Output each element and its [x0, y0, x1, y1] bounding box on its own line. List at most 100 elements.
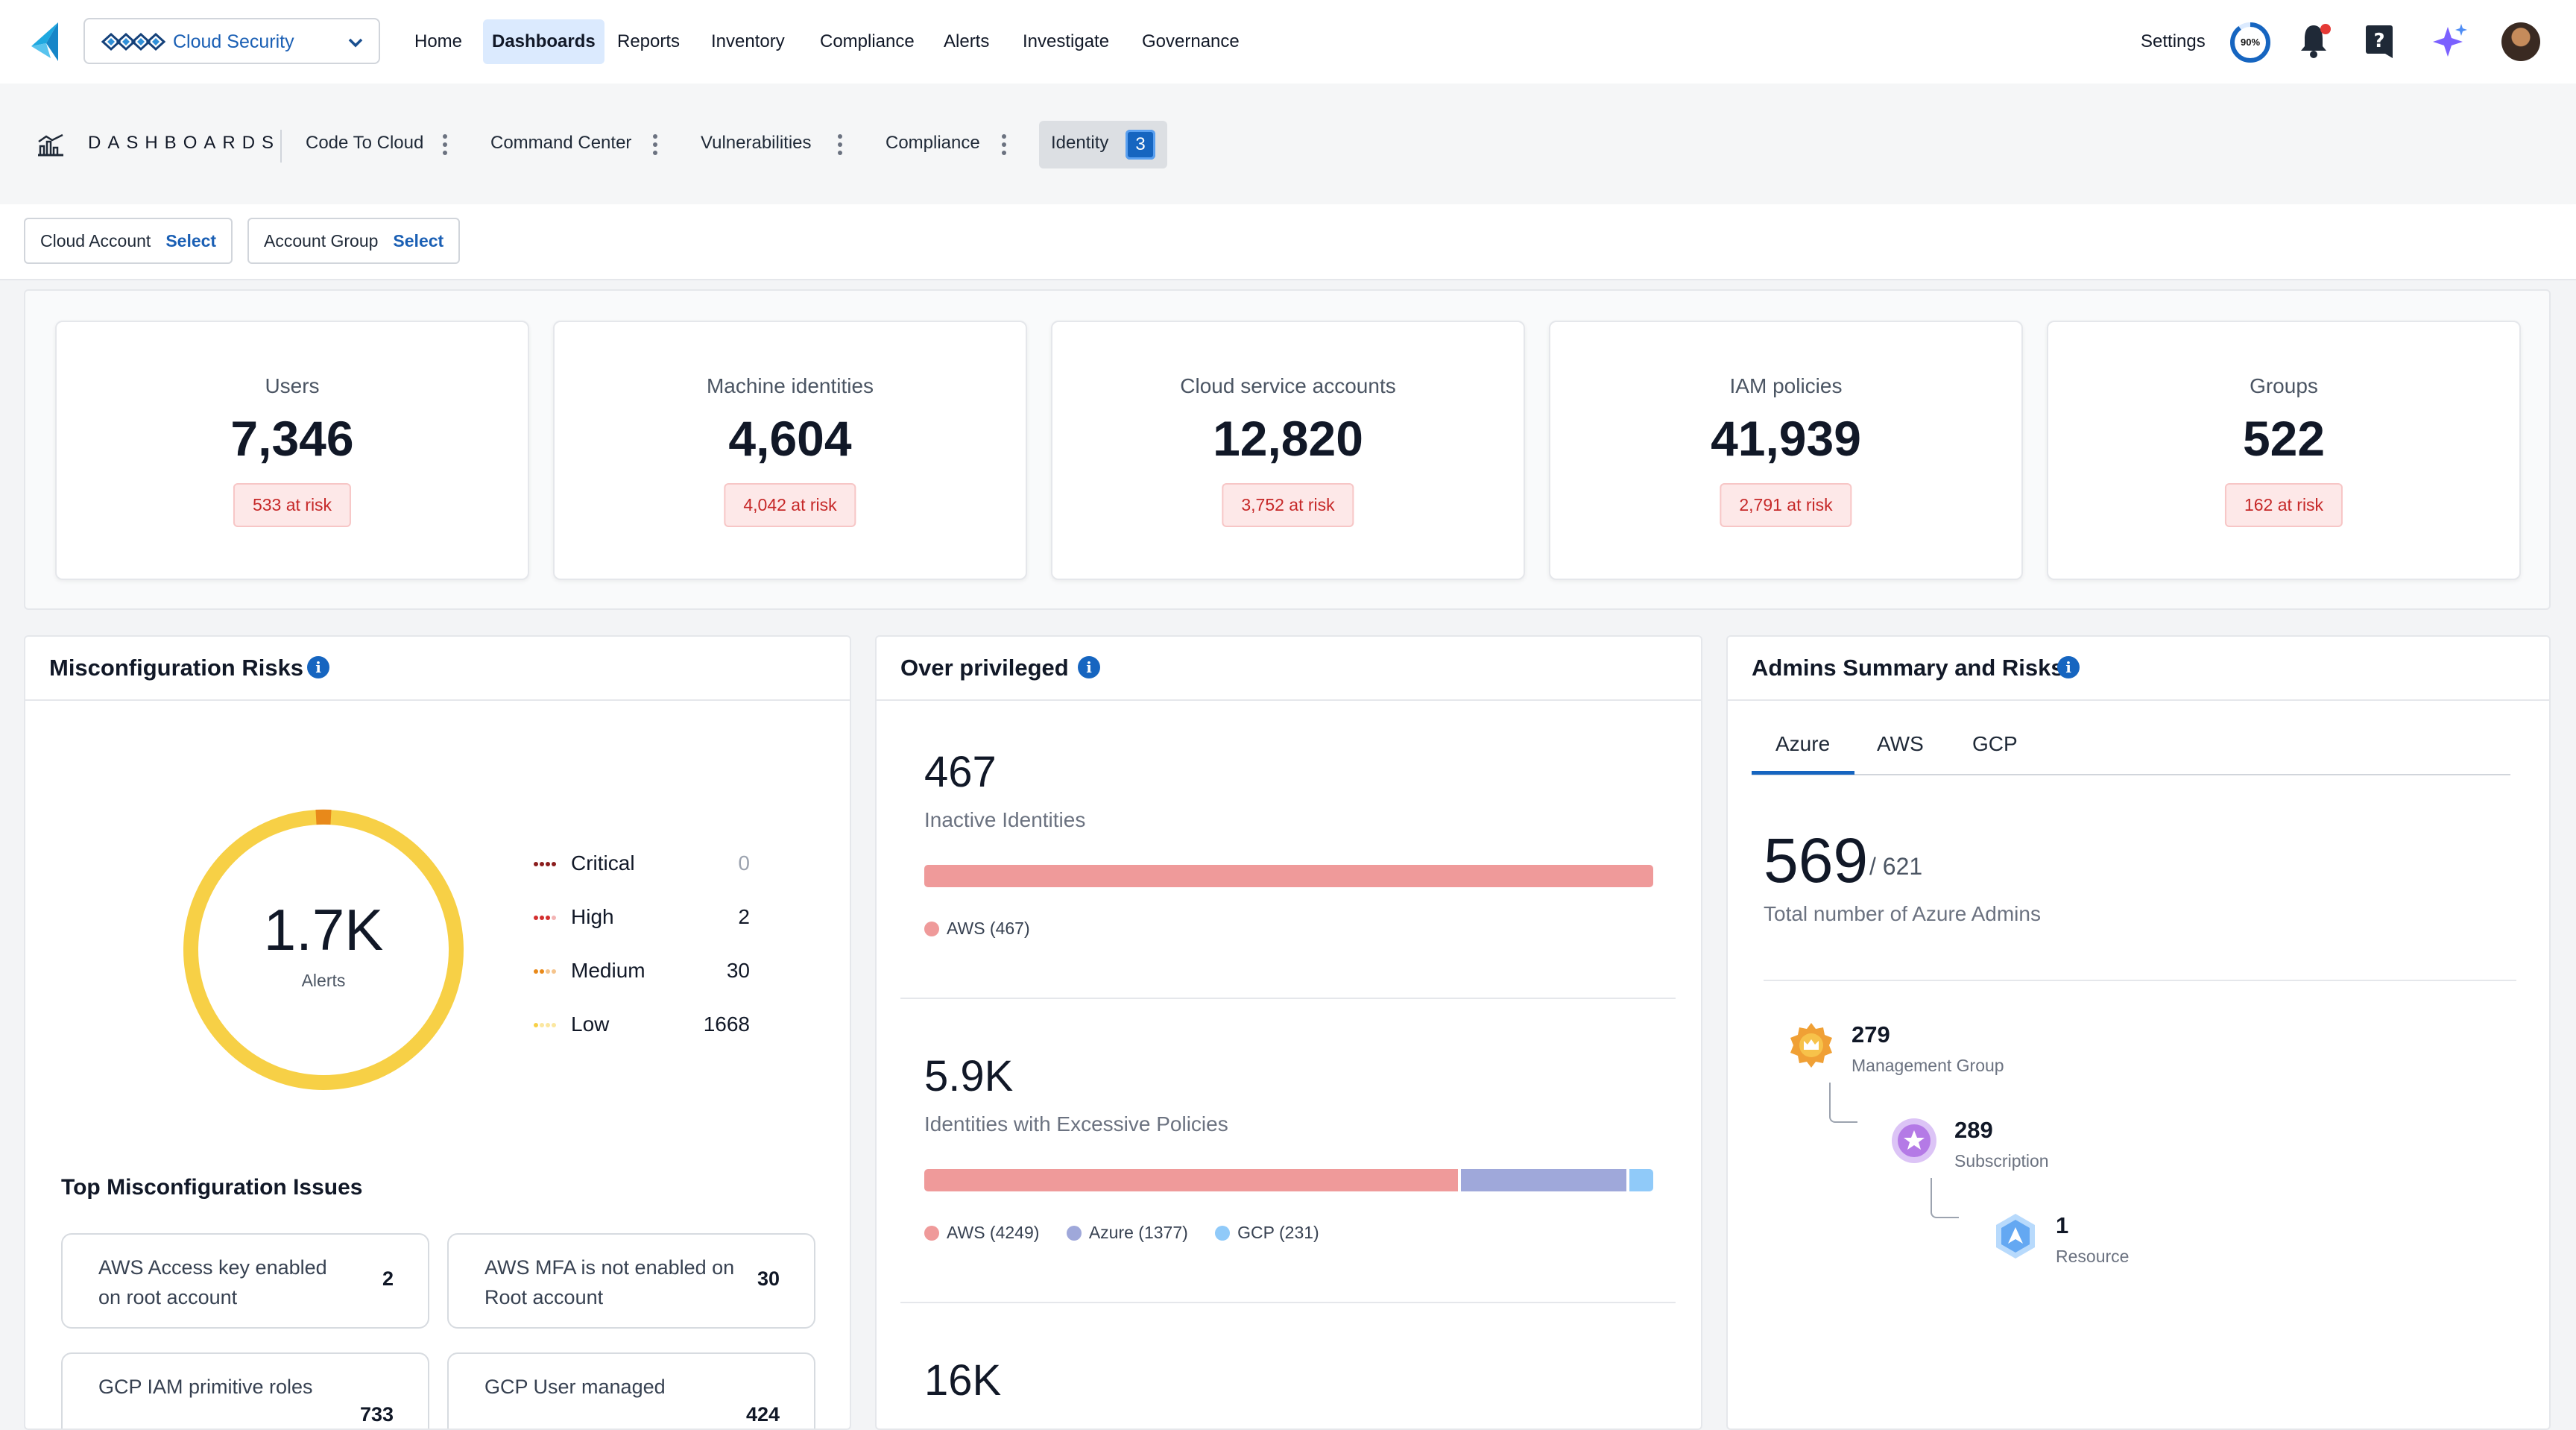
kpi-value: 7,346	[230, 411, 354, 466]
tab-azure[interactable]: Azure	[1775, 732, 1831, 755]
severity-count: 30	[726, 959, 750, 982]
legend-item[interactable]: AWS (467)	[924, 919, 1030, 939]
critical-dots-icon	[534, 862, 556, 866]
card-title: Misconfiguration Risks	[49, 655, 304, 681]
star-badge-icon	[1892, 1118, 1936, 1163]
kpi-summary: Users 7,346 533 at risk Machine identiti…	[24, 289, 2551, 610]
tree-node-management-group[interactable]: 279 Management Group	[1787, 1021, 2004, 1075]
svg-text:?: ?	[2373, 30, 2384, 52]
admins-summary-card: Admins Summary and Risks i Azure AWS GCP…	[1726, 635, 2551, 1430]
severity-count: 1668	[703, 1012, 750, 1036]
issue-card[interactable]: AWS MFA is not enabled on Root account 3…	[447, 1233, 815, 1329]
kebab-menu-icon[interactable]	[443, 134, 447, 159]
legend-item[interactable]: AWS (4249)	[924, 1223, 1039, 1243]
tab-identity-badge: 3	[1126, 130, 1155, 160]
kpi-risk-badge[interactable]: 4,042 at risk	[724, 483, 856, 527]
onboarding-progress[interactable]: 90%	[2229, 21, 2272, 64]
card-header: Admins Summary and Risks i	[1728, 637, 2549, 701]
nav-alerts[interactable]: Alerts	[944, 31, 990, 51]
bar-segment-aws[interactable]	[924, 1169, 1458, 1191]
kpi-card-groups[interactable]: Groups 522 162 at risk	[2047, 321, 2521, 580]
progress-ring-icon	[2230, 22, 2270, 63]
kpi-title: Users	[265, 374, 320, 397]
inactive-identities-label: Inactive Identities	[924, 808, 1086, 831]
excessive-policies-legend: AWS (4249) Azure (1377) GCP (231)	[924, 1223, 1342, 1243]
section-divider	[1764, 980, 2516, 981]
cloud-account-filter[interactable]: Cloud Account Select	[24, 218, 233, 264]
tab-vulnerabilities[interactable]: Vulnerabilities	[701, 133, 812, 153]
info-icon[interactable]: i	[1078, 656, 1100, 678]
issue-count: 2	[382, 1267, 394, 1290]
legend-label: AWS (4249)	[947, 1223, 1040, 1242]
card-title: Over privileged	[900, 655, 1069, 681]
filter-select-link[interactable]: Select	[165, 231, 217, 251]
notification-bell-icon[interactable]	[2297, 22, 2333, 60]
tree-node-resource[interactable]: 1 Resource	[1992, 1212, 2129, 1266]
alerts-donut-chart[interactable]	[179, 805, 468, 1094]
prisma-logo-icon	[101, 32, 165, 51]
kebab-menu-icon[interactable]	[653, 134, 657, 159]
tab-identity[interactable]: Identity 3	[1039, 121, 1167, 168]
severity-name: High	[571, 905, 614, 928]
kebab-menu-icon[interactable]	[838, 134, 842, 159]
tree-node-label: Resource	[2056, 1247, 2130, 1266]
nav-investigate[interactable]: Investigate	[1023, 31, 1110, 51]
over-privileged-card: Over privileged i 467 Inactive Identitie…	[875, 635, 1702, 1430]
nav-dashboards[interactable]: Dashboards	[483, 19, 604, 64]
section-divider	[900, 998, 1676, 999]
nav-inventory[interactable]: Inventory	[711, 31, 785, 51]
kpi-risk-badge[interactable]: 162 at risk	[2224, 483, 2343, 527]
issue-card[interactable]: GCP IAM primitive roles 733	[61, 1352, 429, 1429]
bar-segment-aws[interactable]	[924, 865, 1653, 887]
product-selector[interactable]: Cloud Security	[83, 18, 380, 64]
info-icon[interactable]: i	[307, 656, 329, 678]
issue-text: GCP User managed	[484, 1376, 666, 1398]
ai-sparkle-icon[interactable]	[2430, 22, 2469, 61]
issue-text: AWS MFA is not enabled on Root account	[484, 1256, 735, 1308]
admin-count: 569	[1764, 825, 1869, 895]
tab-gcp[interactable]: GCP	[1972, 732, 2018, 755]
issue-text: GCP IAM primitive roles	[98, 1376, 313, 1398]
excessive-policies-label: Identities with Excessive Policies	[924, 1112, 1228, 1136]
nav-governance[interactable]: Governance	[1142, 31, 1240, 51]
account-group-filter[interactable]: Account Group Select	[247, 218, 461, 264]
tab-aws[interactable]: AWS	[1877, 732, 1924, 755]
active-tab-indicator	[1752, 771, 1854, 775]
inactive-identities-legend: AWS (467)	[924, 919, 1052, 939]
help-icon[interactable]: ?	[2364, 24, 2394, 58]
brand-logo-icon[interactable]	[28, 21, 67, 63]
inactive-identities-bar[interactable]	[924, 865, 1653, 887]
tab-code-to-cloud[interactable]: Code To Cloud	[306, 133, 424, 153]
nav-home[interactable]: Home	[414, 31, 463, 51]
legend-item[interactable]: GCP (231)	[1215, 1223, 1319, 1243]
tab-command-center[interactable]: Command Center	[490, 133, 632, 153]
settings-link[interactable]: Settings	[2141, 31, 2206, 51]
bar-segment-azure[interactable]	[1461, 1169, 1626, 1191]
tab-compliance[interactable]: Compliance	[886, 133, 980, 153]
kpi-risk-badge[interactable]: 2,791 at risk	[1720, 483, 1852, 527]
excessive-policies-bar[interactable]	[924, 1169, 1653, 1191]
nav-reports[interactable]: Reports	[617, 31, 681, 51]
kpi-card-machine-identities[interactable]: Machine identities 4,604 4,042 at risk	[553, 321, 1027, 580]
legend-label: GCP (231)	[1237, 1223, 1319, 1242]
section-divider	[900, 1302, 1676, 1303]
filter-label: Account Group	[264, 231, 379, 251]
kpi-card-cloud-service-accounts[interactable]: Cloud service accounts 12,820 3,752 at r…	[1051, 321, 1525, 580]
bar-segment-gcp[interactable]	[1629, 1169, 1653, 1191]
issue-card[interactable]: GCP User managed 424	[447, 1352, 815, 1429]
legend-item[interactable]: Azure (1377)	[1066, 1223, 1188, 1243]
nav-compliance[interactable]: Compliance	[820, 31, 915, 51]
kpi-card-users[interactable]: Users 7,346 533 at risk	[55, 321, 529, 580]
tree-connector	[1931, 1178, 1959, 1218]
tree-node-subscription[interactable]: 289 Subscription	[1890, 1117, 2049, 1171]
info-icon[interactable]: i	[2057, 656, 2080, 678]
crown-badge-icon	[1790, 1023, 1832, 1068]
filter-bar: Cloud Account Select Account Group Select	[0, 204, 2576, 280]
user-avatar[interactable]	[2501, 22, 2540, 61]
kebab-menu-icon[interactable]	[1002, 134, 1006, 159]
kpi-card-iam-policies[interactable]: IAM policies 41,939 2,791 at risk	[1549, 321, 2023, 580]
filter-select-link[interactable]: Select	[393, 231, 444, 251]
issue-card[interactable]: AWS Access key enabled on root account 2	[61, 1233, 429, 1329]
kpi-risk-badge[interactable]: 3,752 at risk	[1222, 483, 1354, 527]
kpi-risk-badge[interactable]: 533 at risk	[233, 483, 352, 527]
